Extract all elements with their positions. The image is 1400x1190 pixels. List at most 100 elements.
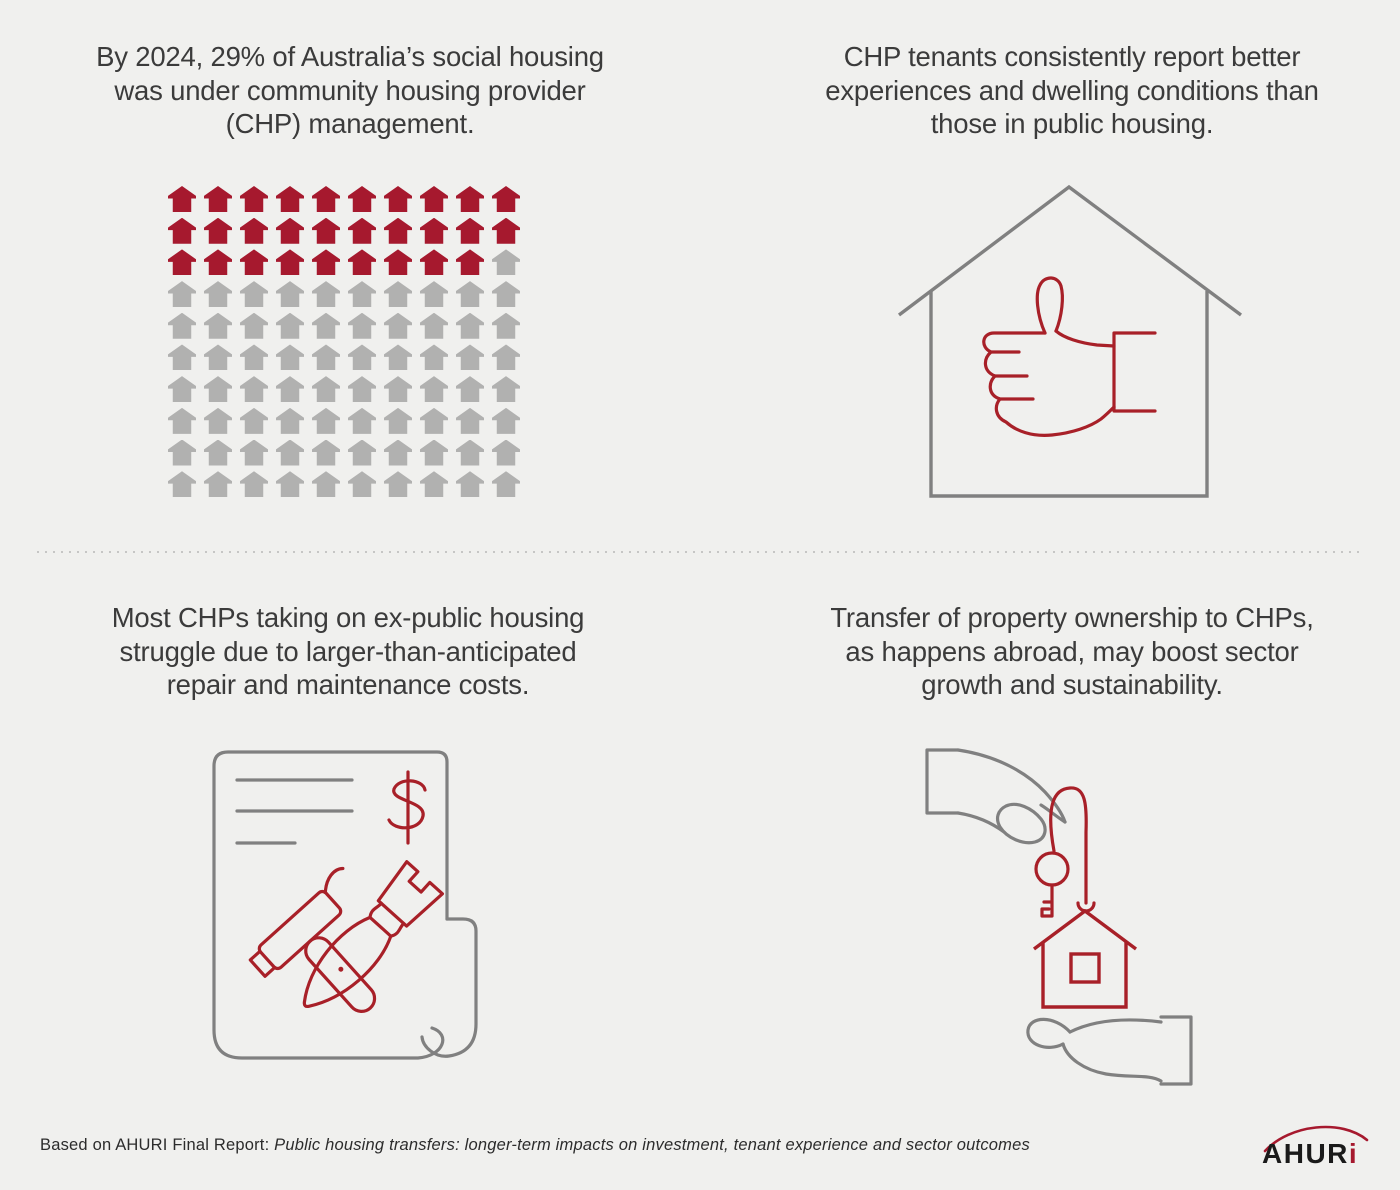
heading-line: CHP tenants consistently report better xyxy=(843,41,1301,72)
house-icon-empty xyxy=(384,312,412,339)
heading-line: those in public housing. xyxy=(930,108,1214,139)
source-attribution: Based on AHURI Final Report: Public hous… xyxy=(40,1136,1030,1155)
house-icon-empty xyxy=(420,407,448,434)
stat-heading-bottom-left: Most CHPs taking on ex-public housing st… xyxy=(28,601,668,702)
house-icon-empty xyxy=(240,376,268,403)
house-icon-empty xyxy=(312,312,340,339)
dollar-sign-icon xyxy=(387,770,427,845)
house-icon-empty xyxy=(492,344,520,371)
house-icon-empty xyxy=(168,471,196,498)
house-icon-empty xyxy=(240,439,268,466)
house-icon-empty xyxy=(348,376,376,403)
heading-line: Most CHPs taking on ex-public housing xyxy=(111,602,585,633)
house-icon-empty xyxy=(420,281,448,308)
house-icon-empty xyxy=(312,281,340,308)
house-icon-empty xyxy=(492,249,520,276)
house-icon-filled xyxy=(492,217,520,244)
house-icon-empty xyxy=(348,471,376,498)
heading-line: experiences and dwelling conditions than xyxy=(825,74,1319,106)
house-icon-empty xyxy=(456,344,484,371)
house-icon-empty xyxy=(276,407,304,434)
house-icon-empty xyxy=(276,344,304,371)
house-icon-empty xyxy=(168,376,196,403)
house-icon-empty xyxy=(384,281,412,308)
house-icon-filled xyxy=(204,186,232,212)
heading-line: struggle due to larger-than-anticipated xyxy=(119,635,577,667)
house-icon-filled xyxy=(348,217,376,244)
heading-line: Transfer of property ownership to CHPs, xyxy=(830,602,1314,633)
house-icon-empty xyxy=(240,407,268,434)
house-icon-filled xyxy=(204,217,232,244)
house-icon-filled xyxy=(168,217,196,244)
house-icon-filled xyxy=(492,186,520,212)
house-icon-empty xyxy=(420,376,448,403)
trowel-icon xyxy=(302,860,445,1009)
house-icon-empty xyxy=(204,312,232,339)
house-icon-filled xyxy=(312,186,340,212)
house-thumbs-up-icon xyxy=(897,184,1243,498)
heading-line: (CHP) management. xyxy=(225,108,475,139)
house-icon-filled xyxy=(420,249,448,276)
house-icon-filled xyxy=(384,186,412,212)
house-icon-filled xyxy=(240,186,268,212)
house-icon-empty xyxy=(348,281,376,308)
house-icon-empty xyxy=(492,407,520,434)
house-icon-filled xyxy=(240,217,268,244)
house-icon-empty xyxy=(168,281,196,308)
house-icon-empty xyxy=(492,471,520,498)
house-icon-empty xyxy=(204,376,232,403)
house-icon-filled xyxy=(384,217,412,244)
source-prefix: Based on AHURI Final Report: xyxy=(40,1136,275,1154)
house-icon-empty xyxy=(168,407,196,434)
house-icon-empty xyxy=(276,281,304,308)
house-icon-empty xyxy=(276,312,304,339)
house-icon-empty xyxy=(492,439,520,466)
logo-i: i xyxy=(1349,1138,1358,1169)
house-icon-empty xyxy=(240,344,268,371)
house-icon-empty xyxy=(384,439,412,466)
heading-line: By 2024, 29% of Australia’s social housi… xyxy=(96,41,604,72)
house-icon-empty xyxy=(456,407,484,434)
house-icon-empty xyxy=(204,471,232,498)
house-icon-filled xyxy=(168,249,196,276)
thumbs-up-icon xyxy=(982,276,1157,437)
house-icon-empty xyxy=(420,344,448,371)
house-icon-empty xyxy=(384,376,412,403)
house-icon-empty xyxy=(384,344,412,371)
house-icon-filled xyxy=(384,249,412,276)
house-icon-filled xyxy=(276,186,304,212)
house-icon-empty xyxy=(456,376,484,403)
stat-heading-bottom-right: Transfer of property ownership to CHPs, … xyxy=(752,601,1392,702)
house-icon-filled xyxy=(456,186,484,212)
house-icon-empty xyxy=(312,407,340,434)
house-icon-empty xyxy=(240,312,268,339)
house-icon-empty xyxy=(312,344,340,371)
invoice-page xyxy=(212,750,478,1060)
house-icon-filled xyxy=(276,217,304,244)
house-icon-empty xyxy=(492,376,520,403)
house-icon-empty xyxy=(312,471,340,498)
giving-hand-icon xyxy=(925,748,1067,845)
house-icon-filled xyxy=(240,249,268,276)
house-icon-empty xyxy=(384,471,412,498)
house-icon-empty xyxy=(348,407,376,434)
report-title: Public housing transfers: longer-term im… xyxy=(274,1136,1030,1154)
stat-heading-top-right: CHP tenants consistently report better e… xyxy=(752,40,1392,141)
house-icon-empty xyxy=(168,439,196,466)
house-outline xyxy=(897,184,1243,498)
house-icon-filled xyxy=(348,249,376,276)
stat-heading-top-left: By 2024, 29% of Australia’s social housi… xyxy=(30,40,670,141)
house-icon-empty xyxy=(204,344,232,371)
house-icon-filled xyxy=(348,186,376,212)
house-icon-empty xyxy=(348,344,376,371)
house-icon-empty xyxy=(240,471,268,498)
house-icon-empty xyxy=(276,471,304,498)
house-icon-empty xyxy=(312,439,340,466)
house-icon-filled xyxy=(420,186,448,212)
logo-text: AHUR xyxy=(1262,1138,1349,1169)
house-icon-empty xyxy=(312,376,340,403)
house-icon-empty xyxy=(456,312,484,339)
house-icon-empty xyxy=(456,439,484,466)
house-icon-empty xyxy=(492,281,520,308)
